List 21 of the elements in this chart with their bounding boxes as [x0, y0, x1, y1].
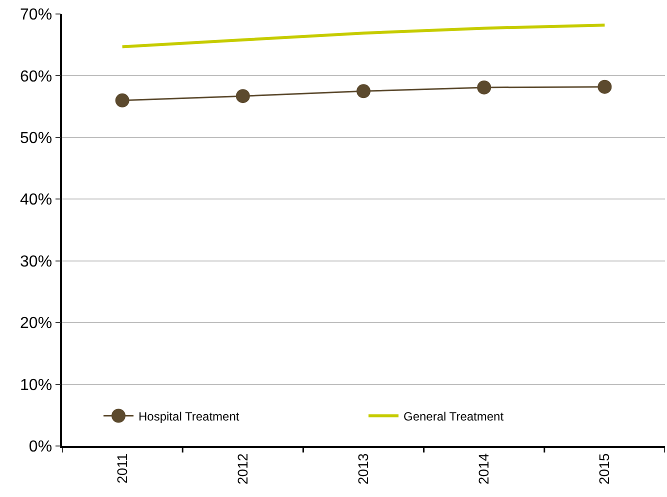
point [236, 89, 250, 104]
x-tick-label: 2013 [355, 453, 372, 485]
y-tick-label: 70% [20, 6, 52, 24]
y-tick-label: 30% [20, 253, 52, 270]
legend-label: General Treatment [404, 409, 504, 424]
point [115, 93, 130, 108]
point [356, 84, 370, 98]
x-tick-label: 2014 [476, 453, 492, 485]
point [477, 80, 492, 94]
y-tick-label: 20% [20, 315, 52, 332]
y-tick-label: 50% [20, 130, 52, 148]
y-tick-label: 0% [28, 438, 52, 456]
x-tick-label: 2015 [596, 453, 612, 485]
x-tick-label: 2011 [114, 453, 130, 484]
y-tick-label: 10% [20, 376, 52, 394]
line-series [120, 24, 606, 48]
point [598, 80, 612, 94]
legend-label: Hospital Treatment [138, 409, 240, 424]
x-tick-label: 2012 [234, 453, 250, 485]
y-tick-label: 60% [20, 68, 52, 86]
y-tick-label: 40% [20, 192, 52, 209]
